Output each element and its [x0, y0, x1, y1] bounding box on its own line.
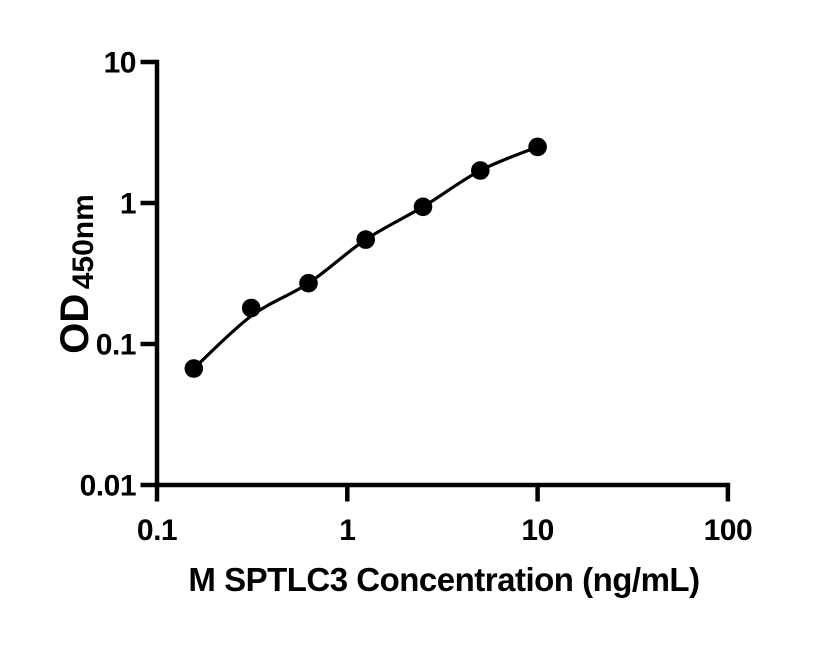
y-axis-ticks — [140, 59, 157, 488]
data-point — [356, 230, 376, 249]
y-tick-label: 0.1 — [96, 329, 136, 362]
x-tick-label: 1 — [339, 514, 355, 547]
data-point — [184, 359, 204, 378]
y-axis-tick-labels: 0.01 0.1 1 10 — [80, 47, 137, 503]
x-tick-label: 100 — [704, 514, 753, 547]
data-point — [413, 197, 433, 217]
data-point — [471, 161, 490, 180]
y-tick-label: 1 — [120, 188, 136, 221]
fit-curve-line — [192, 145, 540, 371]
y-axis-title-main: OD — [53, 294, 97, 354]
data-point — [528, 137, 547, 157]
y-tick-label: 0.01 — [80, 470, 136, 503]
y-axis-title-subscript: 450nm — [67, 194, 100, 289]
data-point — [241, 298, 261, 318]
data-point — [299, 273, 318, 293]
y-axis-title: OD 450nm — [53, 194, 100, 354]
x-tick-label: 0.1 — [137, 514, 177, 547]
data-points — [184, 137, 547, 378]
y-tick-label: 10 — [104, 47, 136, 80]
x-axis-ticks — [154, 485, 731, 502]
x-axis-tick-labels: 0.1 1 10 100 — [137, 514, 753, 547]
axes — [154, 59, 731, 488]
x-tick-label: 10 — [521, 514, 553, 547]
x-axis-title: M SPTLC3 Concentration (ng/mL) — [188, 561, 699, 598]
